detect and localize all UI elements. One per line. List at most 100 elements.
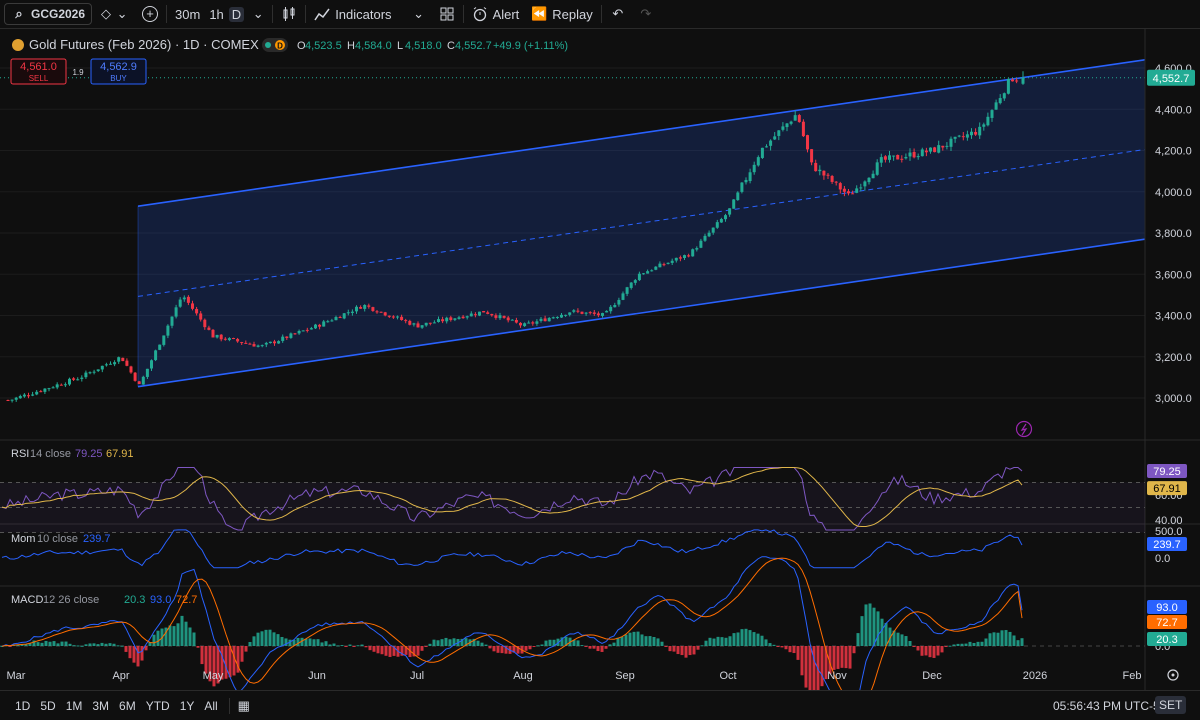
candle-body: [141, 376, 145, 385]
interval-1h[interactable]: 1h: [209, 6, 224, 22]
interval-30m[interactable]: 30m: [175, 6, 201, 22]
macd-histogram-bar: [828, 646, 832, 674]
time-axis[interactable]: Mar Apr May Jun Jul Aug Sep Oct Nov Dec 2026 Feb: [7, 669, 1179, 682]
candle-body: [330, 320, 334, 322]
redo-button[interactable]: ↷: [632, 0, 660, 28]
chart-title: Gold Futures (Feb 2026) · 1D · COMEX: [29, 37, 259, 52]
indicators-button[interactable]: Indicators ⌄: [308, 0, 432, 28]
macd-histogram-bar: [428, 643, 432, 646]
range-1y[interactable]: 1Y: [179, 698, 195, 713]
rsi-ma-line: [1, 467, 1023, 528]
candle-body: [551, 317, 555, 319]
candle-body: [182, 297, 186, 300]
macd-histogram-bar: [860, 616, 864, 646]
range-ytd[interactable]: YTD: [145, 698, 170, 713]
macd-histogram-bar: [540, 644, 544, 646]
macd-histogram-bar: [560, 637, 564, 646]
candle-body: [396, 316, 399, 318]
clock-time[interactable]: 05:56:43 PM UTC-5: [1053, 698, 1160, 713]
candle-body: [113, 362, 117, 365]
range-1d[interactable]: 1D: [15, 698, 31, 713]
candle-body: [412, 323, 416, 325]
symbol-search[interactable]: ⌕ GCG2026: [4, 3, 93, 25]
chart-area[interactable]: 4,600.04,400.04,200.04,000.03,800.03,600…: [0, 29, 1200, 690]
macd-histogram-bar: [732, 633, 736, 646]
macd-histogram-bar: [760, 635, 764, 646]
calendar-icon[interactable]: ▦: [237, 697, 250, 713]
macd-histogram-bar: [460, 638, 464, 646]
macd-pane[interactable]: MACD 12 26 close 20.3 93.0 72.7 0.0 93.0 72.7 20…: [0, 556, 1187, 690]
sell-button[interactable]: [10, 58, 67, 85]
candle-body: [31, 394, 35, 396]
price-pane[interactable]: 4,600.04,400.04,200.04,000.03,800.03,600…: [0, 58, 1195, 405]
candle-body: [10, 399, 14, 401]
price-tick: 4,200.0: [1155, 146, 1192, 158]
candle-body: [945, 145, 949, 147]
candle-body: [195, 308, 199, 314]
candle-body: [88, 372, 92, 374]
macd-histogram-bar: [764, 639, 768, 646]
layouts-button[interactable]: [433, 0, 461, 28]
candle-body: [203, 319, 207, 328]
macd-hist-badge: [1147, 632, 1187, 646]
chart-type-button[interactable]: [275, 0, 303, 28]
compare-button[interactable]: +: [136, 0, 164, 28]
interval-dropdown[interactable]: ⌄: [246, 0, 270, 28]
symbol-type-dropdown[interactable]: ◇ ⌄: [92, 0, 136, 28]
range-6m[interactable]: 6M: [119, 698, 136, 713]
macd-histogram-bar: [68, 643, 72, 646]
macd-histogram-bar: [96, 644, 100, 646]
macd-histogram-bar: [780, 646, 784, 648]
candle-body: [810, 149, 814, 163]
candle-body: [211, 329, 215, 338]
candle-body: [445, 317, 449, 322]
undo-button[interactable]: ↶: [604, 0, 632, 28]
buy-button[interactable]: [90, 58, 147, 85]
range-3m[interactable]: 3M: [92, 698, 110, 713]
candle-body: [982, 124, 986, 127]
macd-histogram-bar: [36, 642, 40, 646]
macd-histogram-bar: [40, 642, 44, 646]
session-button[interactable]: SET: [1155, 696, 1187, 714]
settings-icon[interactable]: [1167, 669, 1179, 681]
momentum-tick: 500.0: [1155, 526, 1183, 538]
candle-body: [834, 181, 838, 183]
alert-button[interactable]: Alert: [466, 0, 526, 28]
macd-histogram-bar: [984, 638, 988, 646]
candle-body: [941, 145, 945, 148]
range-all[interactable]: All: [204, 698, 218, 713]
macd-histogram-bar: [192, 632, 196, 646]
macd-histogram-bar: [228, 646, 232, 678]
macd-histogram-bar: [204, 646, 208, 674]
macd-histogram-bar: [656, 638, 660, 646]
buy-price: 4,562.9: [100, 61, 137, 73]
range-1m[interactable]: 1M: [65, 698, 83, 713]
lightning-icon[interactable]: [1015, 420, 1033, 438]
trade-buttons: 4,561.0 SELL 1.9 4,562.9 BUY: [10, 58, 147, 85]
candle-body: [318, 324, 322, 327]
candle-body: [609, 306, 613, 312]
macd-histogram-bar: [576, 640, 580, 646]
macd-histogram-bar: [144, 646, 148, 651]
macd-histogram-bar: [1000, 630, 1004, 646]
candle-body: [268, 341, 272, 344]
macd-histogram-bar: [472, 638, 476, 646]
macd-histogram-bar: [416, 646, 420, 656]
macd-histogram-bar: [928, 646, 932, 658]
interval-d[interactable]: D: [227, 0, 246, 28]
candle-body: [154, 350, 158, 361]
range-5d[interactable]: 5D: [40, 698, 56, 713]
macd-histogram-bar: [912, 646, 916, 647]
candle-body: [68, 378, 71, 385]
candle-body: [35, 391, 39, 395]
replay-button[interactable]: ⏪ Replay: [531, 6, 593, 22]
macd-histogram-bar: [952, 644, 956, 646]
undo-icon: ↶: [612, 6, 624, 21]
candle-body: [191, 303, 194, 309]
macd-histogram-bar: [340, 645, 344, 647]
candle-body: [699, 240, 703, 248]
candle-body: [510, 319, 514, 321]
macd-histogram-bar: [868, 603, 872, 646]
